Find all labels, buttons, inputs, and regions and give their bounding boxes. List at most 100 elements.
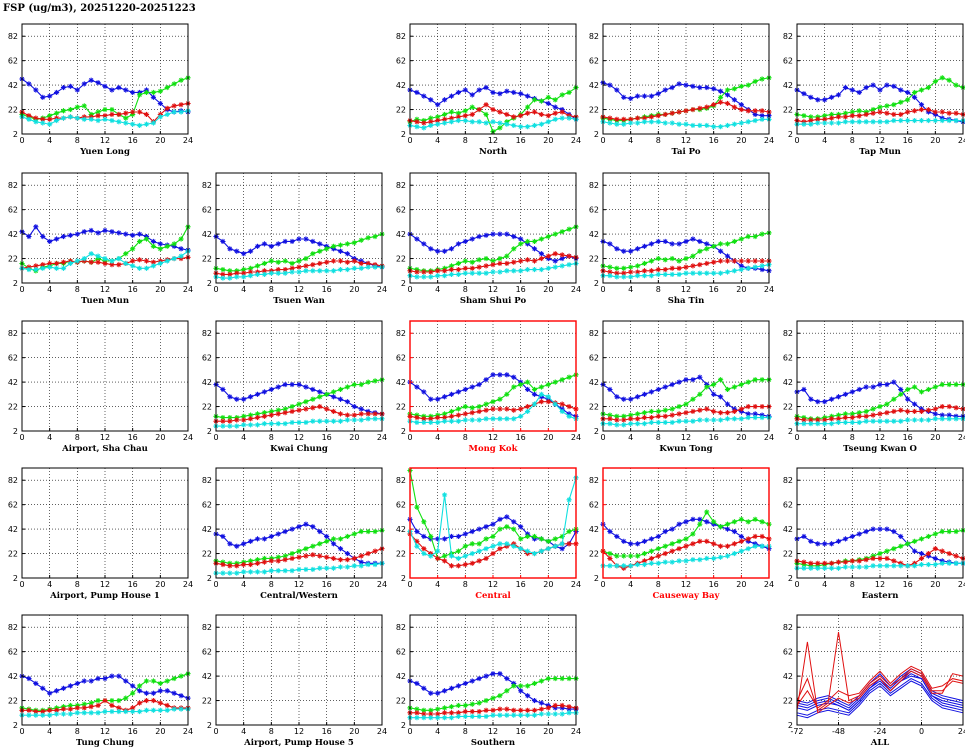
data-point	[130, 258, 136, 264]
data-point	[428, 274, 434, 280]
data-point	[655, 386, 661, 393]
data-point	[102, 260, 108, 267]
y-tick-label: 22	[589, 550, 599, 559]
data-point	[88, 700, 94, 706]
data-point	[738, 381, 744, 388]
data-point	[828, 396, 835, 402]
data-point	[261, 410, 268, 416]
data-point	[759, 258, 765, 264]
data-point	[123, 260, 129, 267]
data-point	[856, 386, 862, 393]
data-point	[531, 533, 538, 540]
data-point	[655, 266, 661, 273]
x-tick-label: 16	[516, 433, 526, 442]
data-point	[745, 379, 751, 385]
data-point	[634, 115, 641, 121]
data-point	[849, 87, 855, 93]
data-point	[731, 268, 738, 274]
data-point	[911, 117, 918, 124]
data-point	[745, 233, 751, 240]
data-point	[559, 92, 565, 98]
data-point	[911, 417, 918, 423]
data-point	[483, 232, 489, 238]
data-point	[109, 673, 115, 679]
data-point	[614, 116, 620, 122]
data-point	[469, 92, 475, 98]
data-point	[435, 117, 441, 124]
data-point	[448, 413, 455, 419]
data-point	[717, 241, 724, 247]
data-point	[545, 538, 551, 544]
data-point	[801, 559, 807, 565]
data-point	[634, 421, 641, 427]
data-point	[801, 565, 807, 571]
data-point	[828, 416, 835, 422]
data-point	[330, 565, 337, 571]
data-point	[448, 533, 455, 540]
data-point	[808, 565, 814, 571]
data-point	[414, 715, 420, 721]
data-point	[241, 541, 247, 547]
data-point	[676, 546, 682, 552]
data-point	[607, 120, 613, 126]
y-tick-label: 82	[202, 181, 212, 190]
data-point	[351, 531, 357, 537]
data-point	[275, 568, 281, 574]
data-point	[704, 260, 710, 267]
data-point	[738, 120, 744, 126]
data-point	[704, 104, 710, 110]
data-point	[469, 384, 475, 390]
data-point	[351, 417, 357, 423]
data-point	[511, 712, 517, 718]
data-point	[247, 561, 254, 568]
data-point	[690, 557, 696, 563]
data-point	[476, 233, 482, 240]
data-point	[690, 270, 696, 276]
data-point	[351, 563, 357, 569]
data-point	[511, 526, 517, 532]
x-tick-label: 0	[19, 136, 24, 145]
data-point	[918, 561, 925, 568]
x-tick-label: 12	[294, 433, 304, 442]
x-tick-label: 16	[128, 433, 138, 442]
data-point	[676, 521, 682, 527]
data-point	[254, 411, 261, 417]
data-point	[925, 550, 932, 557]
data-point	[462, 87, 468, 93]
station-label: Sha Tin	[668, 296, 705, 306]
x-tick-label: 4	[822, 433, 827, 442]
data-point	[870, 106, 876, 113]
data-point	[53, 707, 60, 713]
data-point	[462, 270, 468, 276]
data-point	[690, 263, 696, 269]
data-point	[33, 712, 39, 718]
data-point	[421, 711, 427, 717]
data-point	[911, 401, 918, 407]
data-point	[455, 114, 462, 120]
data-point	[511, 543, 517, 549]
data-point	[81, 678, 87, 684]
data-point	[88, 251, 94, 257]
data-point	[171, 81, 177, 87]
data-point	[641, 391, 648, 397]
data-point	[74, 680, 80, 687]
station-label: Tung Chung	[76, 738, 134, 748]
data-point	[662, 257, 668, 263]
data-point	[655, 553, 661, 559]
data-point	[414, 710, 420, 716]
data-point	[669, 255, 675, 262]
data-point	[469, 560, 475, 566]
data-point	[884, 555, 890, 562]
data-point	[697, 105, 703, 111]
data-point	[877, 109, 883, 115]
data-point	[518, 124, 524, 130]
data-point	[47, 121, 53, 127]
data-point	[428, 396, 434, 402]
data-point	[801, 417, 807, 423]
data-point	[497, 255, 503, 262]
data-point	[648, 560, 655, 566]
y-tick-label: 62	[202, 206, 212, 215]
data-point	[559, 533, 565, 540]
data-point	[884, 410, 890, 416]
